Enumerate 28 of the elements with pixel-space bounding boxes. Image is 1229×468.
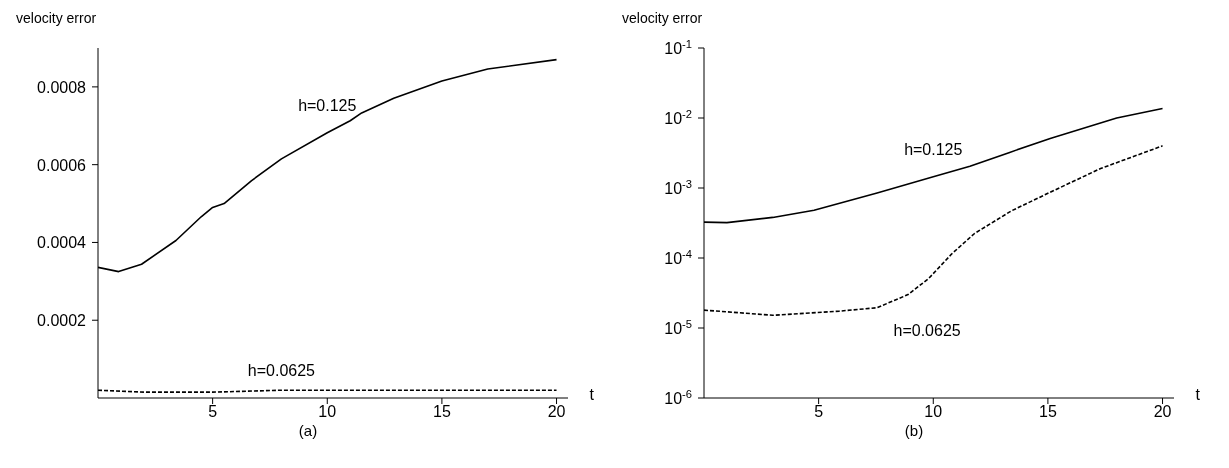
x-tick-label: 10	[318, 403, 337, 421]
y-tick-label: 0.0006	[37, 156, 87, 174]
y-axis-title: velocity error	[16, 10, 97, 26]
y-tick-label: 0.0004	[37, 234, 87, 252]
x-tick-label: 20	[547, 403, 566, 421]
y-tick-label: 0.0002	[37, 312, 87, 330]
x-axis-title: t	[589, 386, 594, 404]
y-tick-label: 10$^{-5}$	[664, 318, 692, 337]
x-tick-label: 5	[814, 403, 824, 421]
series-label: h=0.0625	[893, 321, 961, 339]
y-tick-label: 10$^{-4}$	[664, 248, 692, 267]
y-tick-label: 10$^{-3}$	[664, 178, 692, 197]
y-tick-label: 0.0008	[37, 78, 87, 96]
y-axis-title: velocity error	[622, 10, 703, 26]
y-tick-label: 10$^{-2}$	[664, 108, 692, 127]
series-label: h=0.125	[904, 140, 963, 158]
x-tick-label: 5	[208, 403, 218, 421]
y-tick-label: 10$^{-6}$	[664, 388, 692, 407]
x-axis-title: t	[1195, 386, 1200, 404]
series-label: h=0.125	[298, 96, 357, 114]
series-label: h=0.0625	[247, 362, 316, 380]
x-tick-label: 20	[1153, 403, 1172, 421]
x-tick-label: 15	[1039, 403, 1057, 421]
x-tick-label: 15	[433, 403, 451, 421]
y-tick-label: 10$^{-1}$	[664, 38, 692, 57]
text: (a)	[297, 422, 319, 439]
text: (b)	[903, 422, 925, 439]
x-tick-label: 10	[924, 403, 943, 421]
